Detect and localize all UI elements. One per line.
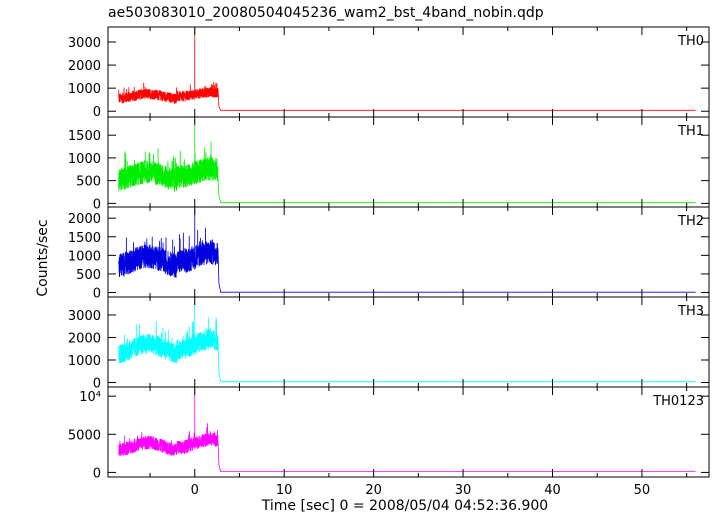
x-tick-label: 10 <box>276 483 293 498</box>
y-axis-label: Counts/sec <box>35 219 51 296</box>
panel-frame <box>107 386 710 478</box>
series-line-th0123 <box>118 388 696 473</box>
x-tick-label: 50 <box>634 483 651 498</box>
series-line-th0 <box>118 28 696 111</box>
x-tick-label: 20 <box>365 483 382 498</box>
y-tick-label: 3000 <box>68 36 101 51</box>
y-tick-label: 500 <box>76 175 101 190</box>
y-tick-label: 1000 <box>68 354 101 369</box>
y-tick-label: 2000 <box>68 332 101 347</box>
y-tick-label: 0 <box>93 197 101 212</box>
y-tick-label: 0 <box>93 105 101 120</box>
series-line-th1 <box>118 119 696 204</box>
x-tick-label: 30 <box>455 483 472 498</box>
panel-label: TH3 <box>677 304 704 319</box>
panel-th0123: 0 5000 10⁴ TH0123 <box>68 386 710 481</box>
chart-title: ae503083010_20080504045236_wam2_bst_4ban… <box>108 5 544 21</box>
y-tick-label: 0 <box>93 466 101 481</box>
panel-th0: 0 1000 2000 3000 TH0 <box>68 26 710 120</box>
panel-label: TH1 <box>677 124 704 139</box>
y-tick-label: 5000 <box>68 428 101 443</box>
y-tick-label: 1000 <box>68 152 101 167</box>
y-tick-label: 2000 <box>68 212 101 227</box>
panel-th2: 0 500 1000 1500 2000 TH2 <box>68 206 710 302</box>
x-axis-label: Time [sec] 0 = 2008/05/04 04:52:36.900 <box>261 498 548 514</box>
y-tick-label: 1000 <box>68 82 101 97</box>
series-line-th2 <box>118 208 696 293</box>
panel-label: TH0 <box>677 34 704 49</box>
y-tick-label: 3000 <box>68 309 101 324</box>
x-tick-label: 0 <box>191 483 199 498</box>
panel-frame <box>107 26 710 118</box>
y-tick-label: 1500 <box>68 129 101 144</box>
y-tick-label: 0 <box>93 287 101 302</box>
y-tick-label: 500 <box>76 268 101 283</box>
panel-th3: 0 1000 2000 3000 TH3 <box>68 296 710 392</box>
y-tick-label: 2000 <box>68 59 101 74</box>
y-tick-label: 1000 <box>68 249 101 264</box>
y-tick-label: 0 <box>93 377 101 392</box>
panel-frame <box>107 116 710 208</box>
panel-label: TH0123 <box>652 394 704 409</box>
y-tick-label: 1500 <box>68 231 101 246</box>
panel-th1: 0 500 1000 1500 TH1 <box>68 116 710 212</box>
panel-label: TH2 <box>677 214 704 229</box>
x-tick-label: 40 <box>544 483 561 498</box>
y-tick-label: 10⁴ <box>79 390 101 405</box>
series-line-th3 <box>118 299 696 383</box>
